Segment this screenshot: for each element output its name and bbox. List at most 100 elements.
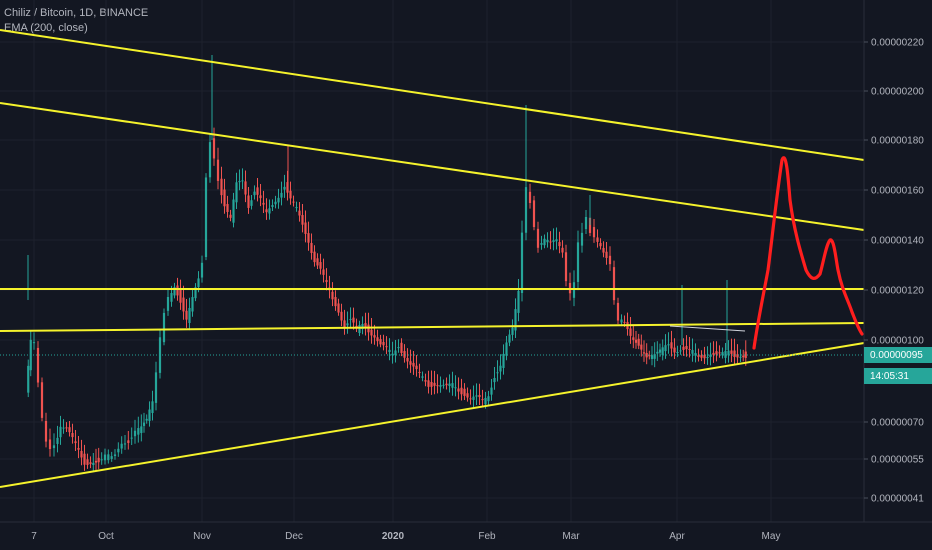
candle-body [316, 258, 319, 266]
candle [283, 174, 286, 198]
candle [520, 220, 524, 302]
candle-body [56, 437, 59, 444]
candle-body [540, 243, 543, 245]
candle [337, 298, 340, 316]
candle [52, 433, 56, 457]
candle-body [110, 456, 113, 459]
candle-body [724, 350, 727, 358]
candle [561, 240, 564, 258]
candle [200, 255, 204, 283]
candle-body [191, 297, 194, 312]
candle [430, 370, 433, 395]
candle [29, 331, 32, 377]
candle-body [463, 388, 466, 396]
candle [334, 290, 337, 311]
candle-body [448, 383, 451, 386]
candle-body [223, 189, 226, 207]
candle [92, 452, 95, 472]
candle-body [602, 247, 605, 253]
candle [490, 378, 493, 401]
candle-body [670, 342, 673, 349]
y-tick-label-1: 0.00000200 [871, 87, 924, 98]
candle [361, 316, 364, 335]
candle-body [113, 454, 117, 456]
candle [493, 367, 496, 390]
candle [328, 275, 331, 299]
candle [127, 430, 130, 450]
candle-body [685, 346, 688, 350]
candle [182, 285, 185, 320]
candle [65, 422, 68, 433]
candle-body [596, 237, 599, 242]
candle [349, 307, 352, 329]
candle-body [439, 385, 442, 387]
candle-body [325, 280, 328, 283]
candle [629, 316, 632, 344]
candle [436, 374, 439, 394]
candle [648, 350, 651, 360]
candle-body [511, 327, 514, 335]
candle [517, 278, 520, 322]
candle [608, 246, 612, 271]
candle [481, 389, 484, 407]
candle-body [691, 350, 694, 354]
indicator-label[interactable]: EMA (200, close) [4, 22, 88, 34]
candle-body [454, 387, 457, 389]
candle [145, 414, 148, 424]
candle-body [469, 398, 472, 400]
candle-body [382, 342, 385, 346]
candle [564, 244, 568, 287]
candle [385, 336, 388, 355]
candle-body [268, 208, 271, 214]
candle [295, 201, 298, 212]
candle-body [145, 418, 148, 421]
candle [602, 241, 605, 258]
candle-body [140, 426, 143, 433]
candle-body [436, 385, 439, 387]
candle [133, 419, 137, 444]
candle [223, 178, 226, 214]
y-tick-label-9: 0.00000041 [871, 494, 924, 505]
candle-body [130, 437, 133, 439]
candle [532, 195, 536, 231]
candle-body [265, 209, 268, 213]
candle-body [433, 382, 436, 386]
candle [74, 429, 77, 451]
candle [576, 230, 580, 291]
candle-body [742, 355, 745, 358]
candle-body [466, 393, 469, 398]
candle-body [232, 199, 235, 223]
candle-body [576, 242, 580, 282]
candle-body [44, 420, 48, 442]
candle [113, 449, 117, 460]
candle-body [229, 214, 232, 218]
candle [289, 181, 292, 205]
candle [549, 231, 552, 250]
candle-body [616, 302, 620, 321]
candle [650, 346, 654, 366]
symbol-title[interactable]: Chiliz / Bitcoin, 1D, BINANCE [4, 7, 149, 19]
candle-body [170, 293, 173, 302]
white-trend-segment [669, 325, 746, 332]
candle-body [730, 350, 733, 354]
candle-body [358, 325, 361, 333]
candle-body [650, 355, 654, 359]
candle [250, 195, 253, 210]
y-tick-label-0: 0.00000220 [871, 38, 924, 49]
candle-body [376, 337, 379, 342]
candle-body [733, 350, 736, 358]
candle [158, 329, 162, 379]
candle-body [599, 243, 602, 247]
candle-body [89, 462, 92, 465]
candle [744, 340, 747, 366]
candle [632, 325, 635, 349]
candle [742, 349, 745, 362]
candle-body [235, 182, 238, 203]
candle [584, 209, 588, 234]
candle [637, 333, 640, 350]
candle [110, 451, 113, 462]
candle-body [561, 247, 564, 253]
candle [391, 341, 394, 364]
candle-body [490, 387, 493, 395]
